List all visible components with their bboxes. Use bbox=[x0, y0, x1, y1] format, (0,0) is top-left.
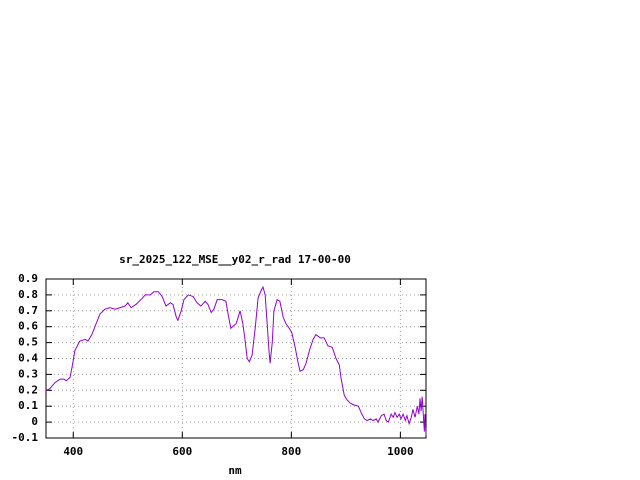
x-tick-label: 800 bbox=[281, 445, 301, 458]
y-tick-label: -0.1 bbox=[12, 431, 39, 444]
y-tick-label: 0.5 bbox=[18, 336, 38, 349]
y-tick-label: 0 bbox=[31, 415, 38, 428]
x-tick-label: 600 bbox=[172, 445, 192, 458]
y-tick-label: 0.1 bbox=[18, 399, 38, 412]
y-tick-label: 0.7 bbox=[18, 304, 38, 317]
y-tick-label: 0.9 bbox=[18, 272, 38, 285]
x-tick-label: 1000 bbox=[387, 445, 414, 458]
x-tick-label: 400 bbox=[63, 445, 83, 458]
y-tick-label: 0.3 bbox=[18, 367, 38, 380]
y-tick-label: 0.8 bbox=[18, 288, 38, 301]
x-axis-label: nm bbox=[228, 464, 242, 477]
chart-title: sr_2025_122_MSE__y02_r_rad 17-00-00 bbox=[119, 253, 351, 266]
y-tick-label: 0.6 bbox=[18, 320, 38, 333]
y-tick-label: 0.4 bbox=[18, 352, 38, 365]
y-tick-label: 0.2 bbox=[18, 383, 38, 396]
data-line bbox=[45, 285, 427, 435]
plot-frame bbox=[45, 278, 427, 439]
